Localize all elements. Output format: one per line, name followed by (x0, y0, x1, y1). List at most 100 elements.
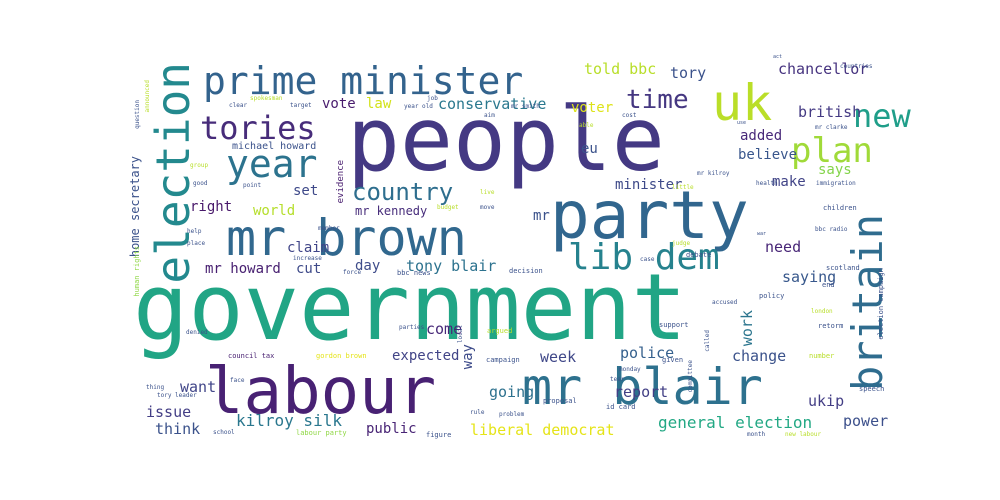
word-able: able (579, 122, 594, 129)
word-debate: debate (686, 251, 712, 259)
word-campaign: campaign (486, 356, 520, 364)
word-number: number (809, 352, 835, 360)
word-week: week (540, 348, 577, 366)
word-law: law (366, 96, 392, 112)
word-minister: minister (615, 177, 683, 193)
word-need: need (765, 238, 802, 256)
word-spokesman: spokesman (250, 95, 283, 102)
word-mr-kilroy: mr kilroy (697, 170, 730, 177)
word-world: world (253, 203, 296, 219)
word-point: point (243, 182, 262, 189)
word-london: london (811, 308, 833, 315)
word-little: little (672, 184, 694, 191)
word-tory: tory (670, 64, 707, 82)
word-evidence: evidence (336, 160, 346, 204)
word-job: job (427, 95, 438, 102)
word-voter: voter (571, 100, 614, 116)
word-group: group (190, 162, 209, 169)
word-ukip: ukip (808, 392, 845, 410)
word-mr-howard: mr howard (205, 261, 281, 277)
word-cut: cut (296, 261, 322, 277)
word-year-old: year old (404, 103, 433, 110)
word-announced: announced (144, 80, 151, 113)
word-public: public (366, 421, 417, 437)
word-gordon-brown: gordon brown (316, 352, 367, 360)
word-monday: monday (619, 366, 641, 373)
word-speech: speech (859, 385, 885, 393)
word-going: going (489, 383, 535, 401)
word-cost: cost (622, 112, 637, 119)
word-added: added (740, 128, 783, 144)
word-mr: mr (533, 208, 550, 224)
word-member: member (318, 225, 340, 232)
word-countries: countries (840, 63, 873, 70)
word-vote: vote (322, 96, 356, 112)
word-lib-dem: lib dem (568, 237, 720, 278)
word-bbc-news: bbc news (397, 269, 431, 277)
word-conservative: conservative (438, 95, 547, 113)
word-mr-kennedy: mr kennedy (355, 204, 428, 218)
word-month: month (747, 431, 766, 438)
word-michael-howard: michael howard (232, 141, 317, 152)
word-report: report (614, 383, 669, 401)
word-labour-party: labour party (296, 429, 347, 437)
word-tory-leader: tory leader (157, 392, 197, 399)
word-believe: believe (738, 147, 798, 163)
word-mr-brown: mr brown (226, 209, 467, 267)
word-denied: denied (186, 329, 208, 336)
word-scotland: scotland (826, 264, 860, 272)
word-aim: aim (484, 112, 495, 119)
word-plan: plan (791, 131, 873, 171)
word-party: party (550, 177, 749, 254)
word-government: government (133, 254, 687, 361)
word-health: health (756, 180, 778, 187)
word-change: change (732, 347, 787, 365)
word-kilroy-silk: kilroy silk (236, 411, 342, 430)
word-new: new (853, 97, 911, 135)
word-force: force (343, 269, 362, 276)
word-thing: thing (146, 384, 165, 391)
word-case: case (640, 256, 655, 263)
word-proposal: proposal (543, 397, 577, 405)
word-home-secretary: home secretary (128, 156, 142, 258)
word-think: think (155, 420, 201, 438)
word-bbc-radio: bbc radio (815, 226, 848, 233)
word-rule: rule (470, 409, 485, 416)
word-increase: increase (293, 255, 322, 262)
word-use: use (737, 120, 747, 126)
word-chancellor: chancellor (778, 60, 869, 78)
word-end: end (822, 281, 835, 289)
word-british: british (798, 103, 862, 121)
word-mr-clarke: mr clarke (815, 124, 848, 131)
word-accused: accused (712, 299, 738, 306)
word-new-labour: new labour (785, 431, 822, 438)
word-committee: committee (687, 360, 694, 393)
word-live: live (480, 189, 495, 196)
word-right: right (190, 199, 233, 215)
word-clear: clear (229, 102, 248, 109)
word-parties: parties (399, 324, 425, 331)
word-saying: saying (782, 268, 837, 286)
word-police: police (620, 344, 675, 362)
word-issue: issue (146, 403, 192, 421)
word-argued: argued (487, 327, 513, 335)
word-problem: problem (499, 411, 525, 418)
word-budget: budget (437, 204, 459, 211)
word-way: way (460, 344, 476, 370)
word-support: support (659, 321, 689, 329)
word-id-card: id card (606, 403, 636, 411)
word-good: good (193, 180, 208, 187)
word-tear: tear (610, 376, 625, 383)
word-called: called (704, 330, 711, 352)
word-liberal-democrat: liberal democrat (470, 421, 615, 439)
word-mr-smith: mr smith (511, 103, 540, 110)
word-decision: decision (509, 267, 543, 275)
word-human-rights: human rights (133, 246, 141, 297)
word-retorm: retorm (818, 322, 844, 330)
word-school: school (213, 429, 235, 436)
word-war: war (757, 231, 767, 237)
word-act: act (773, 54, 783, 60)
word-policy: policy (759, 292, 785, 300)
word-children: children (823, 204, 857, 212)
